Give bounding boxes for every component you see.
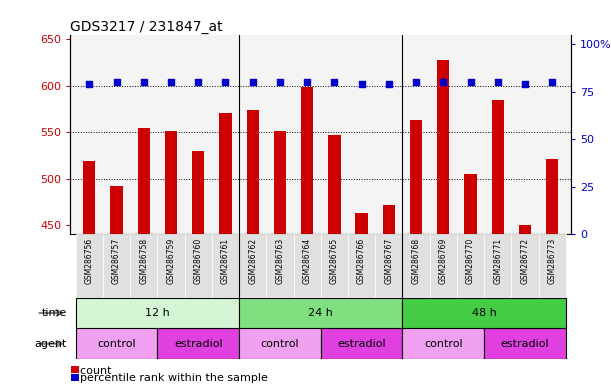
Bar <box>212 234 239 298</box>
Bar <box>76 234 103 298</box>
Text: GSM286757: GSM286757 <box>112 237 121 284</box>
Text: estradiol: estradiol <box>174 339 222 349</box>
Bar <box>464 174 477 234</box>
Bar <box>403 298 566 328</box>
Text: estradiol: estradiol <box>500 339 549 349</box>
Bar <box>437 60 450 234</box>
Point <box>520 81 530 87</box>
Bar <box>239 328 321 359</box>
Text: time: time <box>42 308 67 318</box>
Bar <box>266 234 293 298</box>
Bar <box>457 234 484 298</box>
Point <box>166 79 176 85</box>
Text: count: count <box>73 366 112 376</box>
Text: GSM286767: GSM286767 <box>384 237 393 284</box>
Bar <box>382 205 395 234</box>
Point <box>547 79 557 85</box>
Bar <box>301 88 313 234</box>
Text: GSM286759: GSM286759 <box>167 237 175 284</box>
Bar <box>239 234 266 298</box>
Point <box>139 79 148 85</box>
Point <box>221 79 230 85</box>
Bar <box>430 234 457 298</box>
Point <box>84 81 94 87</box>
Bar <box>130 234 158 298</box>
Point <box>466 79 475 85</box>
Text: agent: agent <box>35 339 67 349</box>
Bar <box>403 234 430 298</box>
Point <box>248 79 258 85</box>
Bar <box>321 328 403 359</box>
Bar <box>165 131 177 234</box>
Point <box>493 79 503 85</box>
Bar <box>539 234 566 298</box>
Bar <box>137 128 150 234</box>
Bar <box>158 328 239 359</box>
Bar <box>111 186 123 234</box>
Bar <box>375 234 403 298</box>
Bar <box>356 213 368 234</box>
Bar <box>348 234 375 298</box>
Text: GSM286756: GSM286756 <box>85 237 94 284</box>
Text: control: control <box>424 339 463 349</box>
Text: GSM286761: GSM286761 <box>221 237 230 283</box>
Point <box>329 79 339 85</box>
Bar <box>484 234 511 298</box>
Point <box>193 79 203 85</box>
Bar <box>484 328 566 359</box>
Bar <box>76 328 158 359</box>
Text: GSM286758: GSM286758 <box>139 237 148 283</box>
Point <box>275 79 285 85</box>
Bar <box>76 298 239 328</box>
Point <box>384 81 393 87</box>
Text: 48 h: 48 h <box>472 308 497 318</box>
Bar <box>158 234 185 298</box>
Text: GSM286770: GSM286770 <box>466 237 475 284</box>
Bar <box>192 151 204 234</box>
Text: GSM286762: GSM286762 <box>248 237 257 283</box>
Point <box>357 81 367 87</box>
Text: percentile rank within the sample: percentile rank within the sample <box>73 373 268 383</box>
Bar <box>403 328 484 359</box>
Bar <box>83 161 95 234</box>
Bar <box>492 99 504 234</box>
Text: GSM286769: GSM286769 <box>439 237 448 284</box>
Point <box>112 79 122 85</box>
Bar <box>519 225 531 234</box>
Point <box>302 79 312 85</box>
Text: control: control <box>97 339 136 349</box>
Bar <box>321 234 348 298</box>
Text: GSM286771: GSM286771 <box>493 237 502 283</box>
Point <box>439 79 448 85</box>
Bar <box>219 113 232 234</box>
Text: GSM286768: GSM286768 <box>412 237 420 283</box>
Text: GSM286765: GSM286765 <box>330 237 339 284</box>
Text: GDS3217 / 231847_at: GDS3217 / 231847_at <box>70 20 223 33</box>
Bar <box>103 234 130 298</box>
Text: 12 h: 12 h <box>145 308 170 318</box>
Bar <box>239 298 403 328</box>
Bar <box>274 131 286 234</box>
Text: GSM286772: GSM286772 <box>521 237 530 283</box>
Bar <box>410 120 422 234</box>
Text: GSM286764: GSM286764 <box>302 237 312 284</box>
Bar <box>185 234 212 298</box>
Text: 24 h: 24 h <box>309 308 333 318</box>
Text: GSM286763: GSM286763 <box>276 237 285 284</box>
Bar <box>511 234 539 298</box>
Point <box>411 79 421 85</box>
Text: GSM286773: GSM286773 <box>547 237 557 284</box>
Text: GSM286766: GSM286766 <box>357 237 366 284</box>
Bar <box>328 135 340 234</box>
Bar <box>293 234 321 298</box>
Text: GSM286760: GSM286760 <box>194 237 203 284</box>
Bar <box>546 159 558 234</box>
Text: control: control <box>261 339 299 349</box>
Text: estradiol: estradiol <box>337 339 386 349</box>
Bar <box>247 110 259 234</box>
